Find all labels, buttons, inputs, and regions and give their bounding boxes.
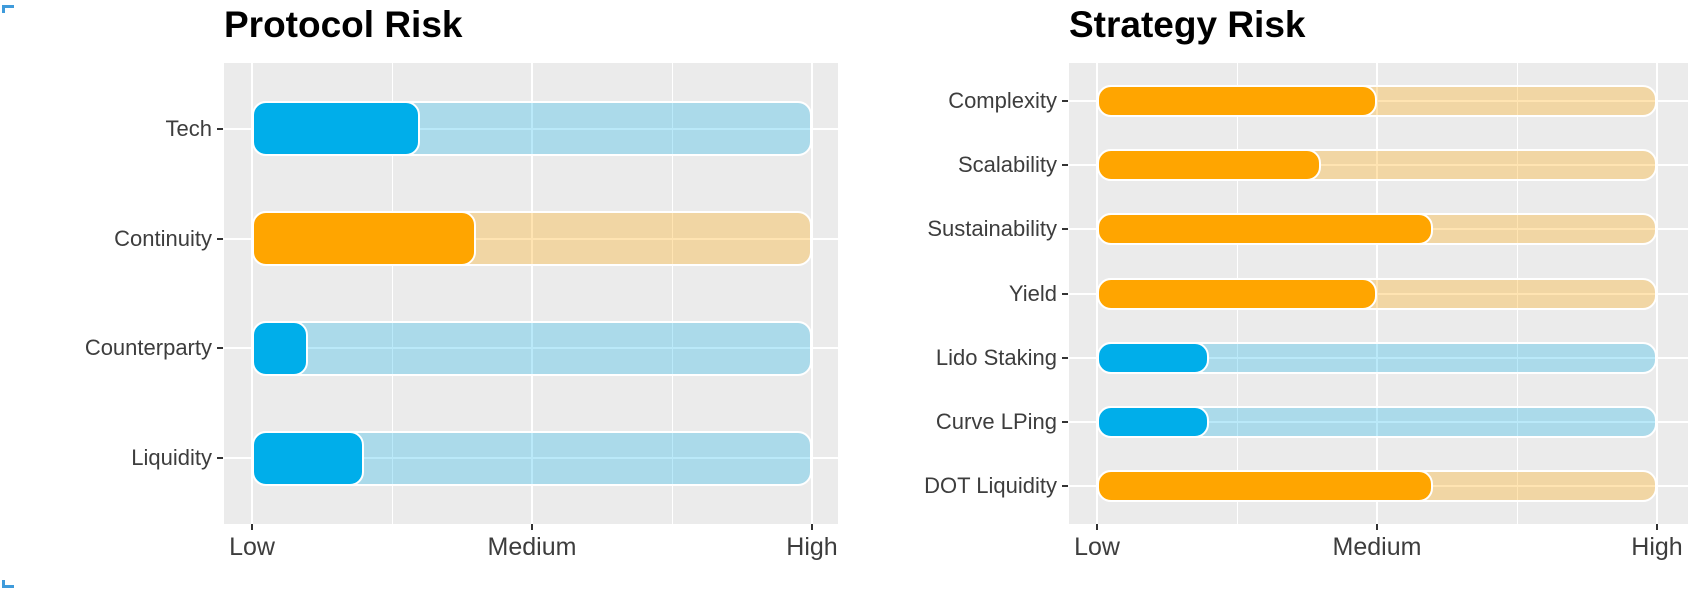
category-label: Counterparty: [84, 335, 212, 361]
chart-title: Protocol Risk: [224, 4, 463, 45]
x-tick-label: Medium: [1332, 533, 1422, 561]
risk-bar-fill: [1097, 405, 1209, 438]
y-axis-tick: [1062, 292, 1068, 295]
x-tick-label: High: [786, 533, 838, 561]
risk-bar-fill: [252, 320, 308, 376]
category-label: Continuity: [114, 225, 212, 251]
category-label: Sustainability: [927, 216, 1057, 242]
selection-corner-bottom-icon: [2, 580, 14, 588]
category-label: Lido Staking: [935, 344, 1057, 370]
gridline-major-vertical: [251, 63, 253, 524]
gridline-major-vertical: [531, 63, 533, 524]
x-axis-tick: [251, 524, 253, 530]
y-axis-tick: [1062, 228, 1068, 231]
y-axis-tick: [1062, 484, 1068, 487]
plot-panel: [1069, 63, 1688, 524]
gridline-major-vertical: [811, 63, 813, 524]
category-label: Complexity: [948, 88, 1057, 114]
x-tick-label: Medium: [487, 533, 577, 561]
category-label: Tech: [165, 115, 212, 141]
risk-bar-fill: [1097, 277, 1377, 310]
gridline-major-horizontal: [1069, 292, 1688, 295]
risk-bar-fill: [252, 211, 476, 267]
x-axis-tick: [531, 524, 533, 530]
gridline-major-horizontal: [1069, 100, 1688, 103]
gridline-minor-vertical: [671, 63, 673, 524]
gridline-major-horizontal: [1069, 420, 1688, 423]
category-label: Yield: [1008, 280, 1057, 306]
risk-bar-track: [252, 320, 812, 376]
x-axis-tick: [1656, 524, 1658, 530]
y-axis-tick: [217, 127, 223, 130]
category-label: DOT Liquidity: [924, 472, 1057, 498]
risk-bar-fill: [252, 101, 420, 157]
risk-bar-fill: [1097, 341, 1209, 374]
y-axis-tick: [1062, 420, 1068, 423]
x-tick-label: Low: [229, 533, 275, 561]
protocol-risk-chart: Protocol Risk Tech Continuity Counterparty…: [84, 4, 838, 561]
category-label: Scalability: [957, 152, 1057, 178]
y-axis-tick: [1062, 356, 1068, 359]
risk-bar-fill: [1097, 149, 1321, 182]
gridline-major-horizontal: [1069, 356, 1688, 359]
gridline-minor-vertical: [391, 63, 393, 524]
y-axis-tick: [217, 237, 223, 240]
gridline-major-horizontal: [1069, 164, 1688, 167]
chart-title: Strategy Risk: [1069, 4, 1306, 45]
x-tick-label: High: [1631, 533, 1683, 561]
gridline-major-horizontal: [224, 237, 838, 240]
y-axis-tick: [217, 347, 223, 350]
strategy-risk-chart: Strategy Risk Complexity Scalability Susta…: [850, 0, 1700, 612]
x-axis-tick: [1096, 524, 1098, 530]
plot-panel: [224, 63, 838, 524]
gridline-major-horizontal: [224, 127, 838, 130]
y-axis-tick: [217, 457, 223, 460]
x-axis-tick: [811, 524, 813, 530]
y-axis-tick: [1062, 164, 1068, 167]
y-axis-tick: [1062, 100, 1068, 103]
gridline-major-horizontal: [224, 457, 838, 460]
category-label: Liquidity: [131, 445, 212, 471]
x-axis-tick: [1376, 524, 1378, 530]
x-tick-label: Low: [1074, 533, 1120, 561]
gridline-major-horizontal: [224, 347, 838, 350]
selection-corner-top-icon: [2, 5, 14, 13]
risk-bar-fill: [1097, 213, 1433, 246]
risk-bar-fill: [1097, 85, 1377, 118]
risk-bar-fill: [252, 430, 364, 486]
risk-bar-fill: [1097, 469, 1433, 502]
category-label: Curve LPing: [935, 408, 1057, 434]
